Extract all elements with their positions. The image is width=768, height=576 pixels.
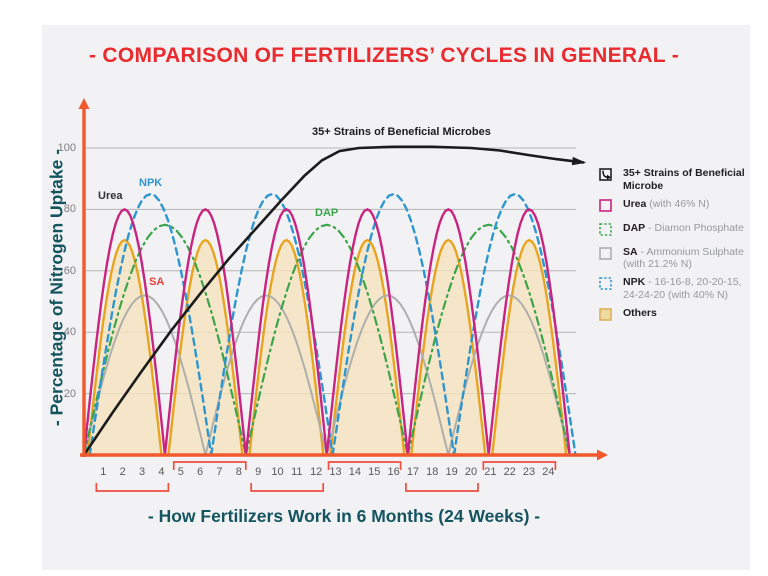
legend-item: Others (599, 307, 761, 326)
sa-swatch-icon (599, 246, 612, 260)
legend-item: Urea (with 46% N) (599, 198, 761, 217)
sa-curve-label: SA (149, 276, 165, 288)
legend-icon-wrap (599, 168, 612, 186)
legend-label: DAP - Diamon Phosphate (623, 221, 744, 234)
week-number: 8 (235, 466, 242, 478)
dap-curve-label: DAP (315, 207, 339, 219)
legend-icon-wrap (599, 222, 612, 241)
week-number: 6 (197, 466, 204, 478)
week-number: 5 (177, 466, 184, 478)
legend-icon-wrap (599, 307, 612, 326)
x-axis-title: - How Fertilizers Work in 6 Months (24 W… (147, 506, 541, 526)
legend-icon-wrap (599, 246, 612, 265)
week-number: 17 (406, 466, 420, 478)
microbes-curve-label: 35+ Strains of Beneficial Microbes (312, 126, 491, 138)
legend-label: Urea (with 46% N) (623, 197, 710, 210)
week-number: 14 (348, 466, 362, 478)
chart-legend: 35+ Strains of Beneficial Microbe Urea (w… (599, 167, 761, 331)
week-number: 7 (216, 466, 223, 478)
dap-swatch-icon (599, 222, 612, 236)
legend-item: SA - Ammonium Sulphate (with 21.2% N) (599, 246, 761, 272)
week-number: 20 (464, 466, 478, 478)
week-number: 12 (310, 466, 323, 478)
week-number: 2 (119, 466, 126, 478)
legend-icon-wrap (599, 198, 612, 217)
legend-label: 35+ Strains of Beneficial Microbe (623, 167, 745, 192)
y-tick-label: 40 (63, 326, 76, 339)
week-number: 11 (291, 466, 303, 478)
week-number: 1 (100, 466, 107, 478)
week-number: 23 (522, 466, 536, 478)
legend-icon-wrap (599, 277, 612, 295)
y-tick-label: 100 (57, 142, 76, 154)
legend-label: SA - Ammonium Sulphate (with 21.2% N) (623, 245, 744, 271)
legend-item: DAP - Diamon Phosphate (599, 222, 761, 241)
week-number: 9 (255, 466, 262, 478)
week-number: 18 (426, 466, 439, 478)
week-number: 4 (158, 466, 165, 478)
y-tick-label: 80 (63, 203, 76, 216)
week-number: 16 (387, 466, 400, 478)
week-number: 10 (271, 466, 284, 478)
npk-curve-label: NPK (139, 177, 163, 189)
week-number: 24 (542, 466, 555, 478)
legend-item: 35+ Strains of Beneficial Microbe (599, 167, 761, 193)
urea-swatch-icon (599, 198, 612, 212)
week-number: 19 (445, 466, 458, 478)
week-number: 3 (138, 466, 146, 478)
urea-curve-label: Urea (98, 190, 123, 202)
week-number: 15 (368, 466, 381, 478)
others-swatch-icon (599, 307, 612, 321)
microbes-arrow-icon (599, 168, 612, 181)
legend-label: Others (623, 306, 657, 319)
week-number: 22 (503, 466, 516, 478)
week-number: 13 (329, 466, 342, 478)
week-number: 21 (484, 466, 497, 478)
legend-label: NPK - 16-16-8, 20-20-15, 24-24-20 (with … (623, 276, 742, 301)
y-tick-label: 20 (63, 387, 76, 400)
legend-item: NPK - 16-16-8, 20-20-15, 24-24-20 (with … (599, 276, 761, 302)
npk-swatch-icon (599, 277, 612, 290)
chart-title: - COMPARISON OF FERTILIZERS’ CYCLES IN G… (89, 44, 679, 67)
y-tick-label: 60 (63, 264, 76, 277)
